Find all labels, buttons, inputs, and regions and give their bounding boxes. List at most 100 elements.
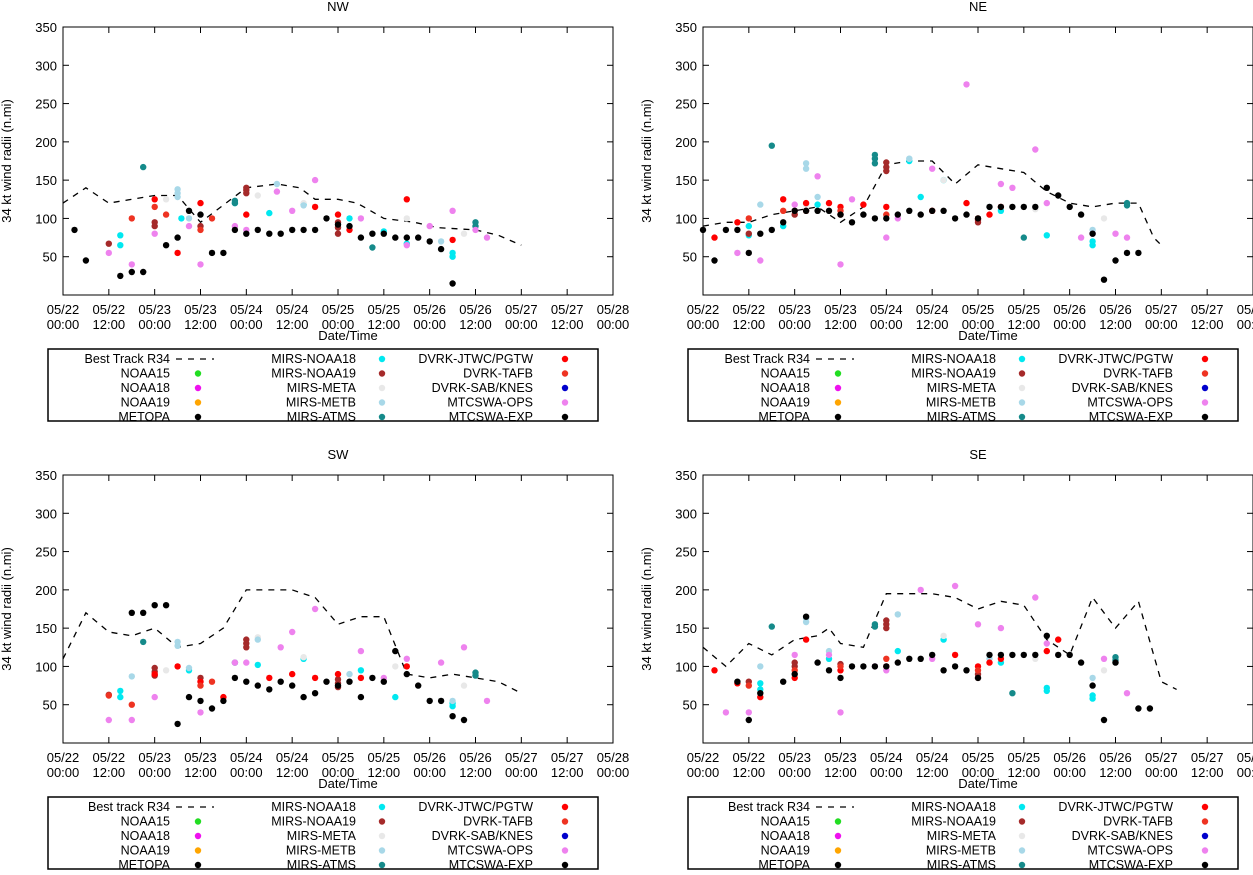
x-tick-date: 05/27: [1145, 302, 1178, 317]
data-point: [1032, 651, 1039, 659]
legend-marker: [378, 861, 386, 869]
x-tick-time: 12:00: [184, 317, 217, 332]
data-point: [483, 234, 491, 241]
data-point: [185, 664, 193, 672]
data-point: [825, 199, 833, 207]
legend-label: NOAA19: [761, 396, 810, 410]
x-tick-date: 05/22: [93, 302, 126, 317]
legend-label: DVRK-JTWC/PGTW: [418, 800, 533, 814]
data-point: [1055, 192, 1062, 199]
legend-marker: [834, 384, 842, 392]
data-point: [197, 261, 204, 268]
legend-marker: [834, 413, 842, 421]
data-point: [243, 190, 250, 197]
series-dvrk-tafb: [128, 203, 216, 234]
legend-label: METOPA: [758, 858, 810, 870]
data-point: [837, 709, 844, 716]
x-tick-time: 00:00: [1053, 317, 1086, 332]
data-point: [346, 215, 353, 222]
chart-title: SW: [328, 447, 350, 462]
legend-label: MIRS-META: [287, 381, 357, 395]
y-tick-label: 350: [675, 468, 697, 483]
data-point: [128, 261, 135, 268]
legend-label: NOAA18: [121, 829, 170, 843]
data-point: [197, 709, 204, 716]
data-point: [357, 693, 365, 701]
data-point: [871, 663, 879, 670]
data-point: [1020, 234, 1027, 241]
data-point: [699, 226, 707, 234]
legend-label: DVRK-SAB/KNES: [432, 829, 533, 843]
data-point: [151, 693, 158, 701]
data-point: [472, 672, 479, 679]
data-point: [951, 663, 959, 670]
legend-marker: [561, 832, 569, 840]
legend-marker: [1018, 355, 1026, 363]
data-point: [311, 226, 319, 234]
data-point: [151, 203, 158, 211]
data-point: [277, 230, 284, 237]
x-tick-time: 12:00: [916, 317, 949, 332]
data-point: [1009, 690, 1016, 697]
series-mirs-noaa18: [117, 655, 456, 710]
legend-label: MTCSWA-EXP: [449, 410, 533, 424]
legend-marker: [1018, 803, 1026, 811]
data-point: [128, 215, 135, 222]
data-point: [117, 693, 124, 701]
data-point: [837, 261, 844, 268]
series-mirs-metb: [128, 636, 456, 705]
data-point: [791, 207, 798, 214]
legend-label: DVRK-JTWC/PGTW: [418, 352, 533, 366]
data-point: [254, 226, 261, 234]
data-point: [1066, 651, 1073, 659]
data-point: [449, 280, 456, 287]
legend-label: MIRS-METB: [286, 844, 356, 858]
x-tick-time: 00:00: [597, 317, 630, 332]
data-point: [951, 215, 959, 222]
data-point: [254, 682, 261, 689]
data-point: [277, 644, 284, 651]
x-tick-time: 00:00: [505, 317, 538, 332]
data-point: [273, 180, 281, 188]
data-point: [140, 638, 147, 646]
y-tick-label: 250: [675, 545, 697, 560]
y-tick-label: 350: [35, 20, 57, 35]
x-tick-time: 12:00: [368, 765, 401, 780]
x-tick-time: 00:00: [1145, 765, 1178, 780]
data-point: [814, 207, 821, 214]
legend-label: NOAA18: [761, 829, 810, 843]
data-point: [392, 693, 399, 701]
data-point: [1032, 594, 1039, 601]
series-mirs-atms: [768, 142, 1131, 241]
y-tick-label: 300: [675, 506, 697, 521]
data-point: [357, 234, 365, 241]
x-tick-time: 00:00: [138, 765, 171, 780]
legend-label: MIRS-NOAA19: [911, 815, 996, 829]
data-point: [323, 215, 330, 222]
data-point: [791, 201, 798, 208]
data-point: [128, 716, 135, 724]
data-point: [1135, 249, 1142, 257]
legend-label: Best Track R34: [725, 352, 810, 366]
series-mirs-noaa19: [745, 617, 982, 685]
y-tick-label: 350: [675, 20, 697, 35]
x-tick-time: 12:00: [824, 317, 857, 332]
legend-marker: [378, 370, 386, 377]
x-tick-time: 12:00: [1191, 317, 1224, 332]
legend-label: MIRS-ATMS: [927, 858, 996, 870]
legend-marker: [378, 399, 386, 406]
x-tick-time: 12:00: [184, 765, 217, 780]
data-point: [848, 196, 856, 203]
data-point: [289, 226, 296, 234]
x-tick-date: 05/25: [1008, 750, 1041, 765]
legend-marker: [561, 384, 569, 392]
plot-frame: [62, 474, 614, 744]
data-point: [140, 268, 147, 276]
data-point: [745, 222, 752, 230]
data-point: [220, 249, 227, 257]
x-tick-time: 00:00: [1237, 765, 1253, 780]
data-point: [871, 160, 879, 167]
y-tick-label: 100: [35, 659, 57, 674]
legend-label: MTCSWA-OPS: [447, 396, 533, 410]
